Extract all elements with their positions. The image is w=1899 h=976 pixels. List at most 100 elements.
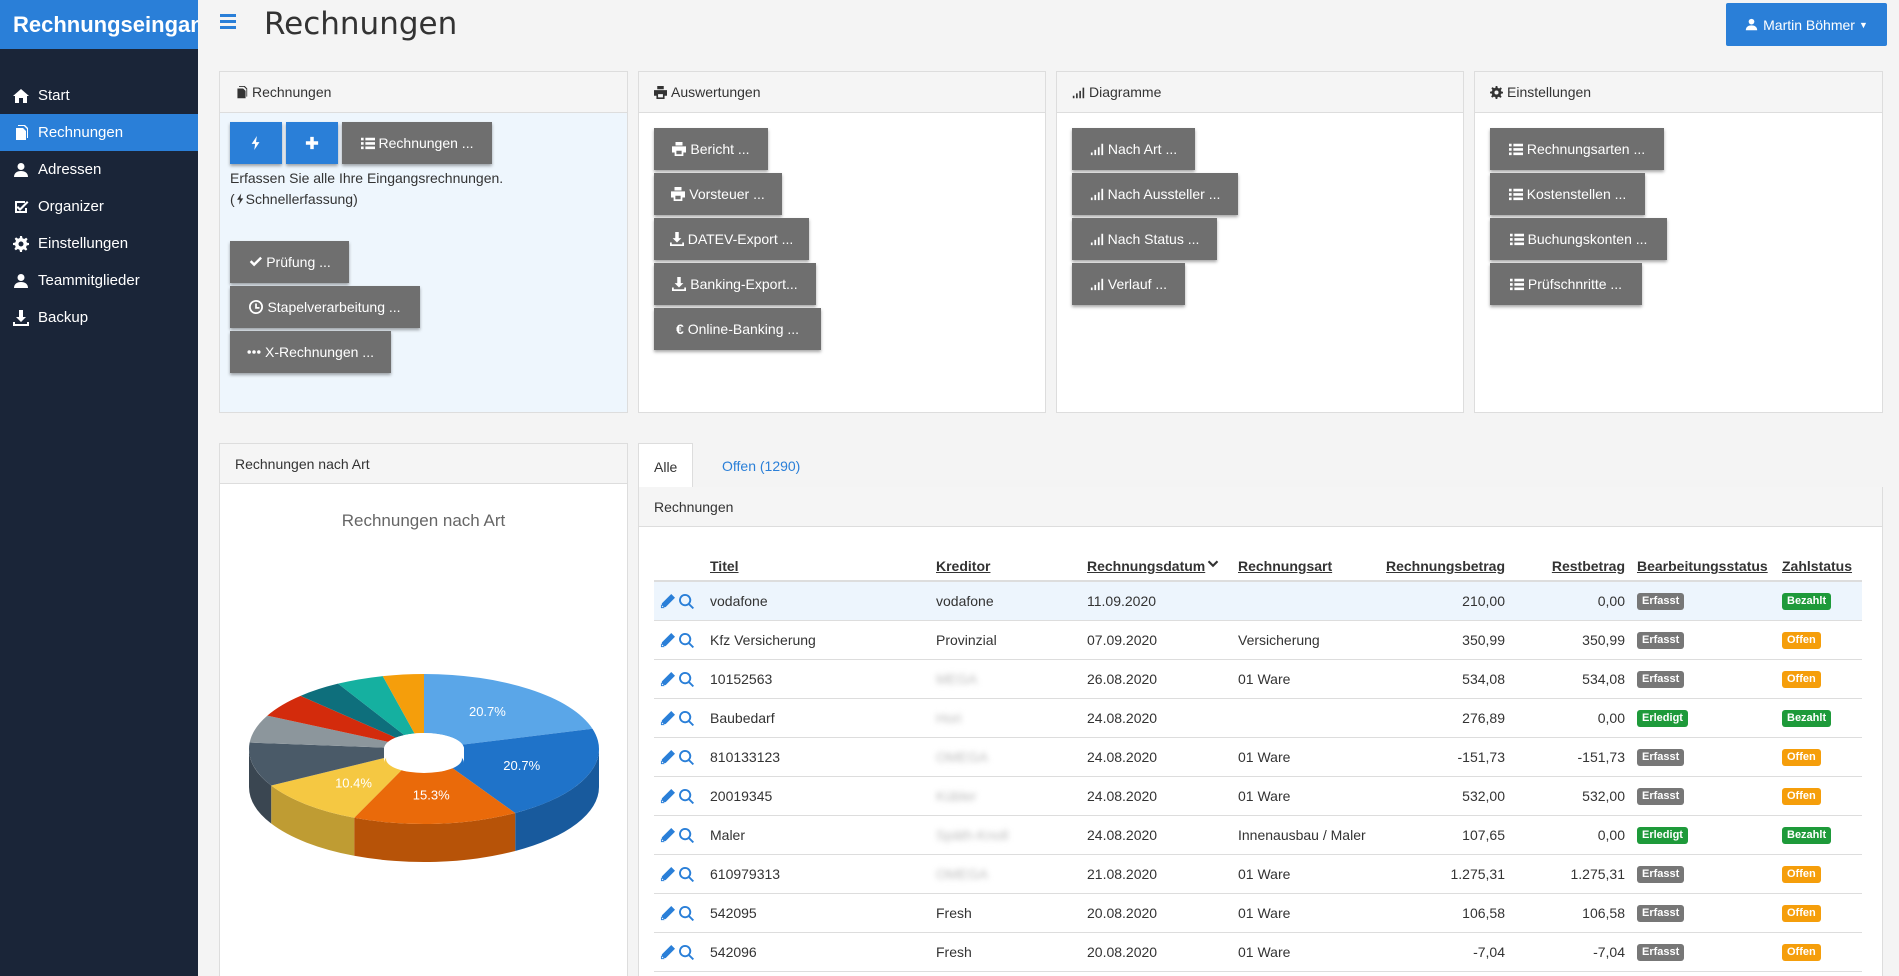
view-action[interactable]	[678, 592, 694, 610]
rechnungsarten-button[interactable]: Rechnungsarten ...	[1490, 128, 1664, 170]
view-action[interactable]	[678, 631, 694, 648]
search-icon[interactable]	[678, 944, 694, 960]
pie-slice[interactable]	[424, 674, 593, 745]
online-banking-button[interactable]: € Online-Banking ...	[654, 308, 821, 350]
table-row[interactable]: Maler Späth-Knoll 24.08.2020 Innenausbau / …	[654, 815, 1862, 855]
view-action[interactable]	[678, 904, 694, 921]
table-row[interactable]: 810133123 OMEGA 24.08.2020 01 Ware -151,73 -1…	[654, 737, 1862, 777]
col-rechnungsart[interactable]: Rechnungsart	[1238, 545, 1385, 582]
view-action[interactable]	[678, 709, 694, 726]
pie-slice[interactable]	[267, 695, 396, 742]
sidebar-item-rechnungen[interactable]: Rechnungen	[0, 114, 198, 151]
search-icon[interactable]	[678, 788, 694, 804]
tab-offen[interactable]: Offen (1290)	[722, 458, 801, 474]
pencil-icon[interactable]	[660, 632, 675, 648]
col-titel[interactable]: Titel	[710, 545, 936, 582]
pencil-icon[interactable]	[660, 749, 675, 765]
nach-status-button[interactable]: Nach Status ...	[1072, 218, 1217, 260]
col-rechnungsbetrag[interactable]: Rechnungsbetrag	[1385, 545, 1517, 582]
pencil-icon[interactable]	[660, 866, 675, 882]
edit-action[interactable]	[660, 631, 675, 647]
table-row[interactable]: Baubedarf Hori 24.08.2020 276,89 0,00 Erledig…	[654, 698, 1862, 738]
pencil-icon[interactable]	[660, 905, 675, 921]
sidebar-item-backup[interactable]: Backup	[0, 299, 198, 336]
pencil-icon[interactable]	[660, 827, 675, 843]
sidebar-item-start[interactable]: Start	[0, 77, 198, 114]
view-action[interactable]	[678, 826, 694, 843]
nach-aussteller-button[interactable]: Nach Aussteller ...	[1072, 173, 1238, 215]
edit-action[interactable]	[660, 592, 675, 609]
view-action[interactable]	[678, 865, 694, 882]
col-bearbeitungsstatus[interactable]: Bearbeitungsstatus	[1637, 545, 1782, 582]
search-icon[interactable]	[678, 905, 694, 921]
search-icon[interactable]	[678, 671, 694, 687]
edit-action[interactable]	[660, 865, 675, 881]
pruefschritte-button[interactable]: Prüfschnritte ...	[1490, 263, 1642, 305]
search-icon[interactable]	[678, 749, 694, 765]
edit-action[interactable]	[660, 943, 675, 959]
buchungskonten-button[interactable]: Buchungskonten ...	[1490, 218, 1667, 260]
pencil-icon[interactable]	[660, 594, 675, 609]
edit-action[interactable]	[660, 904, 675, 920]
nach-art-button[interactable]: Nach Art ...	[1072, 128, 1195, 170]
pie-slice[interactable]	[249, 715, 389, 748]
col-zahlstatus[interactable]: Zahlstatus	[1782, 545, 1862, 582]
quick-entry-button[interactable]	[230, 122, 282, 164]
view-action[interactable]	[678, 943, 694, 960]
edit-action[interactable]	[660, 826, 675, 842]
edit-action[interactable]	[660, 787, 675, 803]
edit-action[interactable]	[660, 748, 675, 764]
col-restbetrag[interactable]: Restbetrag	[1517, 545, 1637, 582]
user-menu-button[interactable]: Martin Böhmer ▼	[1726, 3, 1887, 46]
table-row[interactable]: vodafone vodafone 11.09.2020 210,00 0,00 Erfa…	[654, 581, 1862, 621]
view-action[interactable]	[678, 670, 694, 687]
tab-alle[interactable]: Alle	[638, 443, 694, 489]
pie-slice[interactable]	[444, 728, 599, 814]
table-row[interactable]: 542095 Fresh 20.08.2020 01 Ware 106,58 106,58…	[654, 893, 1862, 933]
pie-slice[interactable]	[271, 756, 409, 818]
col-rechnungsdatum[interactable]: Rechnungsdatum	[1087, 545, 1238, 582]
pencil-icon[interactable]	[660, 710, 675, 726]
menu-icon[interactable]	[220, 14, 236, 30]
pruefung-button[interactable]: Prüfung ...	[230, 241, 349, 283]
invoice-list-button[interactable]: Rechnungen ...	[342, 122, 492, 164]
cell-kreditor: OMEGA	[936, 737, 1087, 777]
stapelverarbeitung-button[interactable]: Stapelverarbeitung ...	[230, 286, 420, 328]
pie-slice[interactable]	[382, 674, 424, 734]
verlauf-button[interactable]: Verlauf ...	[1072, 263, 1185, 305]
table-row[interactable]: 542096 Fresh 20.08.2020 01 Ware -7,04 -7,04 Er…	[654, 932, 1862, 972]
datev-export-button[interactable]: DATEV-Export ...	[654, 218, 809, 260]
edit-action[interactable]	[660, 670, 675, 686]
sidebar-item-adressen[interactable]: Adressen	[0, 151, 198, 188]
kostenstellen-button[interactable]: Kostenstellen ...	[1490, 173, 1645, 215]
bericht-button[interactable]: Bericht ...	[654, 128, 768, 170]
search-icon[interactable]	[678, 632, 694, 648]
search-icon[interactable]	[678, 827, 694, 843]
pie-slice[interactable]	[249, 742, 390, 786]
banking-export-button[interactable]: Banking-Export...	[654, 263, 816, 305]
sidebar-item-teammitglieder[interactable]: Teammitglieder	[0, 262, 198, 299]
table-row[interactable]: 20019345 Kübler 24.08.2020 01 Ware 532,00 532…	[654, 776, 1862, 816]
table-row[interactable]: Kfz Versicherung Provinzial 07.09.2020 Vers…	[654, 620, 1862, 660]
pie-slice[interactable]	[300, 683, 405, 738]
search-icon[interactable]	[678, 594, 694, 610]
pencil-icon[interactable]	[660, 671, 675, 687]
view-action[interactable]	[678, 748, 694, 765]
sidebar-item-einstellungen[interactable]: Einstellungen	[0, 225, 198, 262]
pencil-icon[interactable]	[660, 788, 675, 804]
table-row[interactable]: 610979313 OMEGA 21.08.2020 01 Ware 1.275,31 1…	[654, 854, 1862, 894]
vorsteuer-button[interactable]: Vorsteuer ...	[654, 173, 782, 215]
pie-slice[interactable]	[354, 762, 516, 824]
edit-action[interactable]	[660, 709, 675, 725]
search-icon[interactable]	[678, 710, 694, 726]
pie-slice[interactable]	[338, 676, 415, 736]
add-invoice-button[interactable]	[286, 122, 338, 164]
brand-title[interactable]: Rechnungseingang	[0, 0, 217, 49]
x-rechnungen-button[interactable]: X-Rechnungen ...	[230, 331, 391, 373]
col-kreditor[interactable]: Kreditor	[936, 545, 1087, 582]
pencil-icon[interactable]	[660, 944, 675, 960]
search-icon[interactable]	[678, 866, 694, 882]
table-row[interactable]: 10152563 MEGA 26.08.2020 01 Ware 534,08 534,0…	[654, 659, 1862, 699]
sidebar-item-organizer[interactable]: Organizer	[0, 188, 198, 225]
view-action[interactable]	[678, 787, 694, 804]
